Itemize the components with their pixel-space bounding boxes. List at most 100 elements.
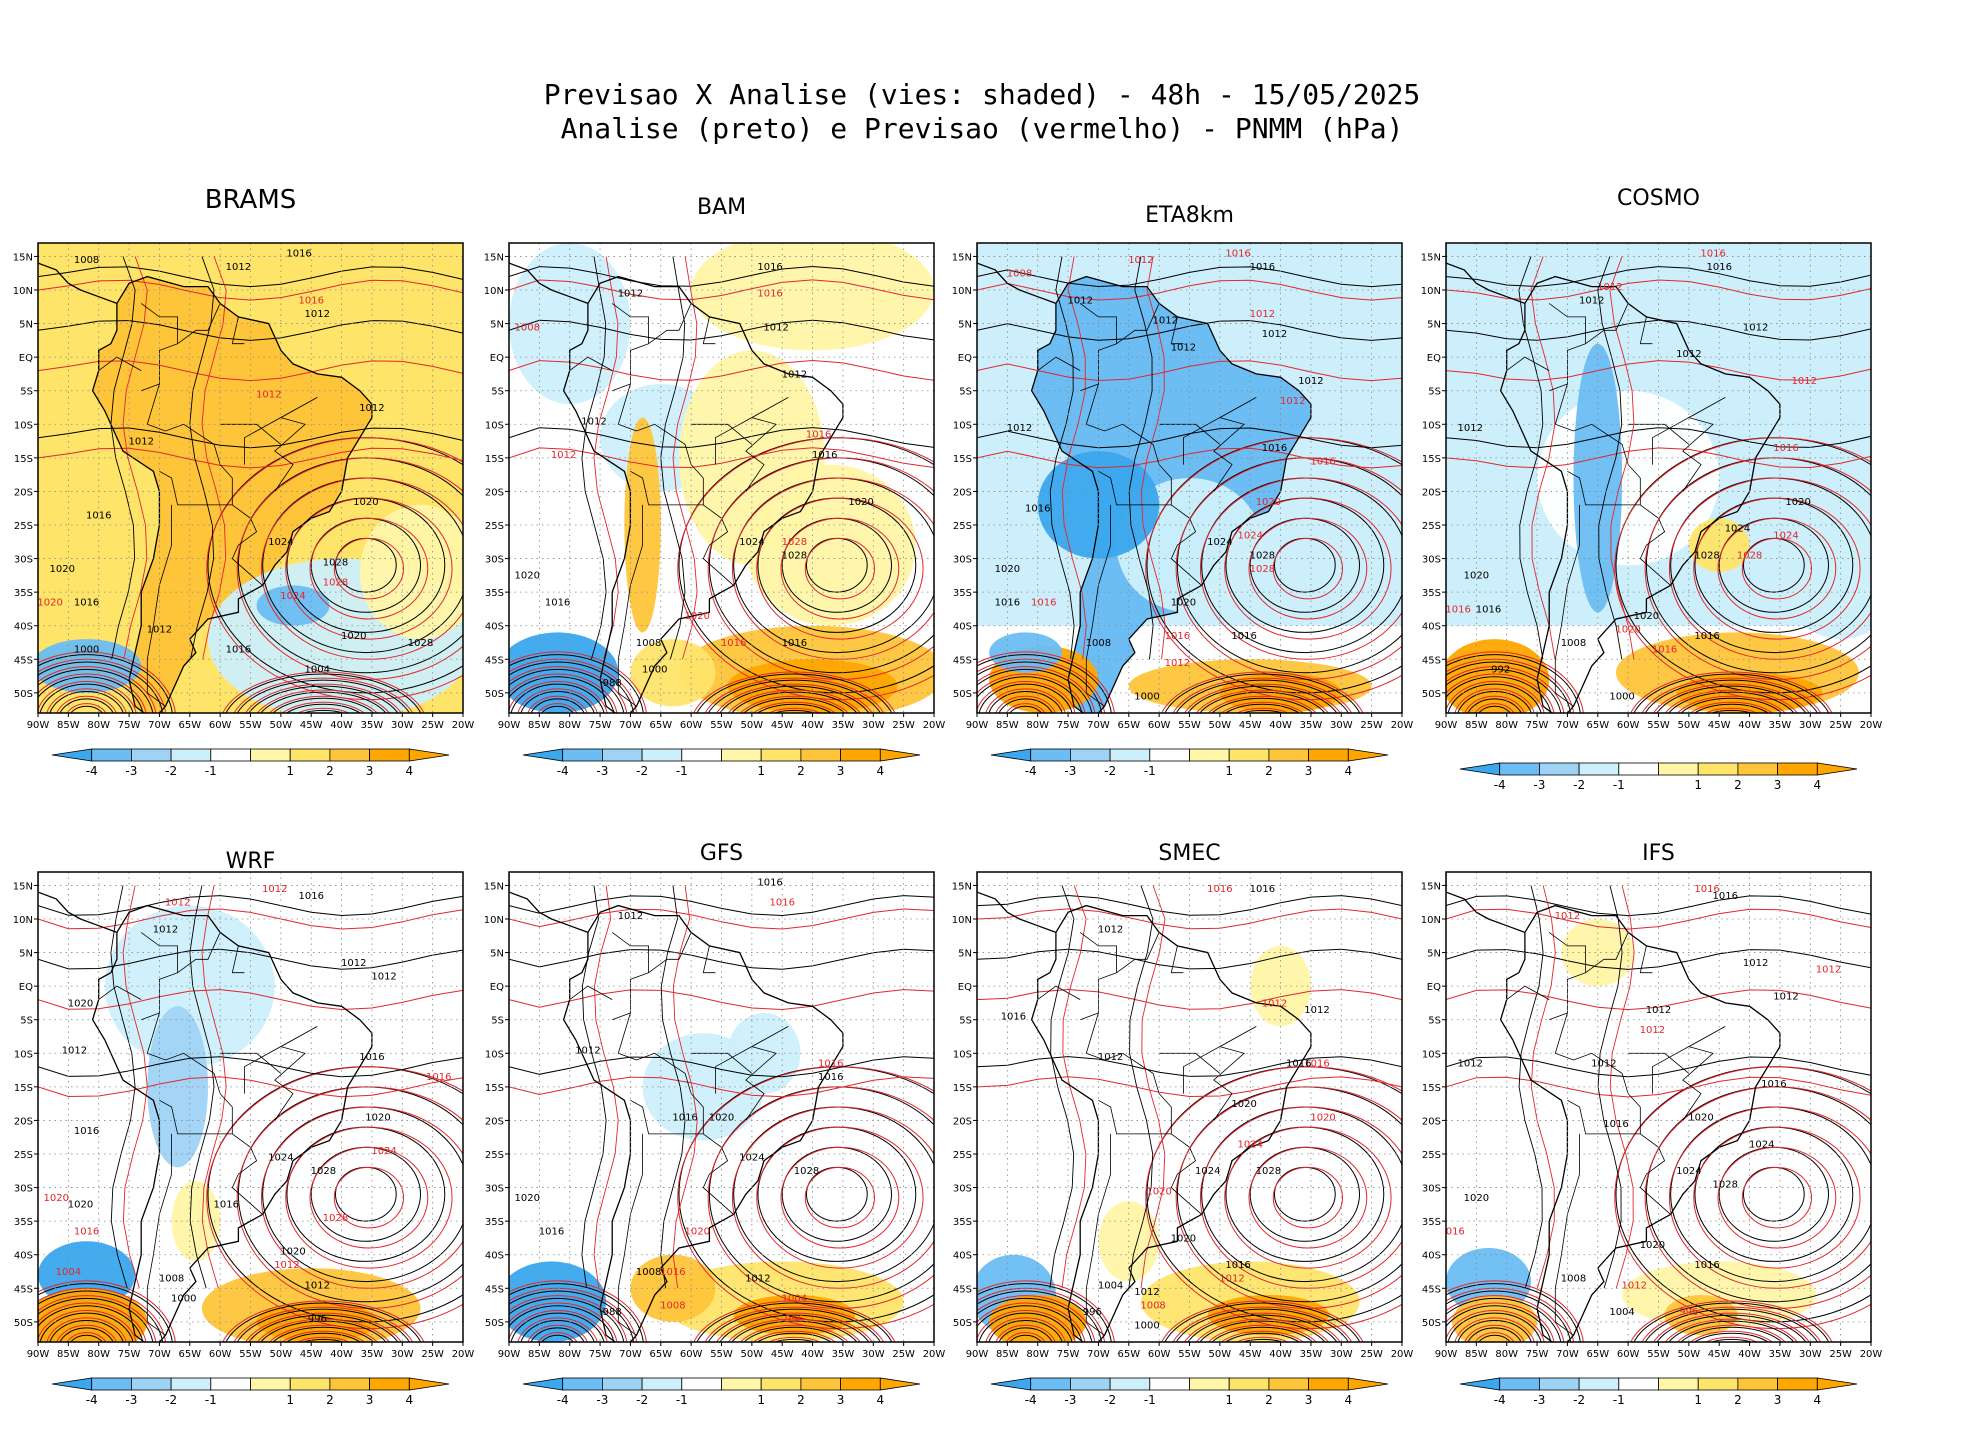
- contour-label: 1016: [1225, 1260, 1250, 1271]
- lon-tick-label: 55W: [1178, 1349, 1201, 1360]
- contour-label: 1016: [1025, 504, 1050, 515]
- colorbar-tick-label: -1: [1613, 1393, 1625, 1407]
- country-border: [1628, 423, 1690, 445]
- lon-tick-label: 75W: [589, 720, 612, 731]
- contour-label: 1016: [1773, 443, 1798, 454]
- lat-tick-label: 25S: [1422, 521, 1441, 532]
- contour-label: 1024: [1749, 1139, 1774, 1150]
- coastline: [91, 275, 373, 713]
- lon-tick-label: 75W: [1057, 720, 1080, 731]
- colorbar-tick-label: -4: [1494, 778, 1506, 792]
- country-border: [146, 1012, 233, 1108]
- lat-tick-label: 15N: [13, 252, 33, 263]
- contour-label: 1012: [1219, 1274, 1244, 1285]
- lon-tick-label: 50W: [1678, 1349, 1701, 1360]
- bias-region: [359, 504, 463, 640]
- contour-label: 1000: [642, 665, 667, 676]
- contour-label: 1016: [1761, 1079, 1786, 1090]
- lat-tick-label: 45S: [14, 655, 33, 666]
- colorbar-tick-label: 2: [1734, 778, 1742, 792]
- country-border: [1585, 932, 1629, 974]
- lon-tick-label: 20W: [1391, 1349, 1414, 1360]
- contour-label: 1012: [1458, 1059, 1483, 1070]
- contour-label: 1028: [323, 577, 348, 588]
- contour-label: 1024: [1207, 537, 1232, 548]
- lon-tick-label: 90W: [27, 1349, 50, 1360]
- colorbar-tick-label: 3: [1305, 1393, 1313, 1407]
- lon-tick-label: 55W: [1647, 1349, 1670, 1360]
- country-border: [1159, 1052, 1221, 1074]
- contour-label: 1012: [1262, 329, 1287, 340]
- contour-label: 1028: [782, 551, 807, 562]
- contour-label: 1008: [636, 1267, 661, 1278]
- country-border: [1183, 1026, 1257, 1121]
- colorbar-tick-label: 1: [286, 1393, 294, 1407]
- country-border: [1506, 356, 1550, 371]
- contour-label: 1016: [1700, 248, 1725, 259]
- contour-label: 1012: [1640, 1025, 1665, 1036]
- contour-label: 1020: [1464, 571, 1489, 582]
- contour-label: 1016: [1439, 1227, 1464, 1238]
- contour-label: 1012: [1597, 282, 1622, 293]
- lon-tick-label: 20W: [1391, 720, 1414, 731]
- bias-region: [630, 1254, 716, 1322]
- lon-tick-label: 50W: [1209, 720, 1232, 731]
- colorbar-tick-label: 3: [1774, 778, 1782, 792]
- contour-label: 1008: [1007, 269, 1032, 280]
- colorbar-tick-label: -4: [557, 764, 569, 778]
- contour-label: 1004: [782, 1294, 807, 1305]
- lat-tick-label: EQ: [19, 982, 33, 993]
- contour-label: 1012: [1304, 1005, 1329, 1016]
- contour-label: 1016: [721, 638, 746, 649]
- lat-tick-label: 45S: [485, 655, 504, 666]
- lat-tick-label: 10N: [1421, 915, 1441, 926]
- contour-label: 1012: [1134, 1287, 1159, 1298]
- lon-tick-label: 85W: [996, 1349, 1019, 1360]
- lon-tick-label: 45W: [1708, 720, 1731, 731]
- colorbar-tick-label: -3: [1533, 778, 1545, 792]
- lat-tick-label: 15S: [1422, 454, 1441, 465]
- lat-tick-label: 30S: [485, 555, 504, 566]
- lat-tick-label: 10N: [484, 915, 504, 926]
- lat-tick-label: 30S: [485, 1184, 504, 1195]
- contour-label: 1012: [1791, 376, 1816, 387]
- contour-label: 1016: [1476, 604, 1501, 615]
- lon-tick-label: 90W: [1435, 1349, 1458, 1360]
- contour-label: 1016: [539, 1227, 564, 1238]
- contour-label: 1016: [74, 1126, 99, 1137]
- lat-tick-label: 10N: [484, 286, 504, 297]
- contour-label: 1016: [1445, 604, 1470, 615]
- colorbar: -4 -3 -2 -1 1 2 3 4: [990, 748, 1389, 778]
- contour-label: 1016: [660, 1267, 685, 1278]
- graticule: [977, 243, 1402, 713]
- lon-tick-label: 90W: [27, 720, 50, 731]
- contour-label: 1016: [1225, 248, 1250, 259]
- lon-tick-label: 50W: [1678, 720, 1701, 731]
- bias-region: [1561, 919, 1635, 987]
- colorbar-tick-label: -4: [1025, 1393, 1037, 1407]
- contour-label: 1016: [226, 645, 251, 656]
- colorbar-tick-label: 3: [1774, 1393, 1782, 1407]
- colorbar-tick-label: -3: [125, 1393, 137, 1407]
- lat-tick-label: 5N: [490, 949, 504, 960]
- contour-label: 1012: [305, 1280, 330, 1291]
- colorbar-tick-label: -3: [596, 1393, 608, 1407]
- lon-tick-label: 35W: [1300, 720, 1323, 731]
- lat-tick-label: 10N: [952, 286, 972, 297]
- colorbar-tick-label: -1: [205, 1393, 217, 1407]
- panel-title: SMEC: [1158, 841, 1220, 866]
- contour-label: 1020: [365, 1112, 390, 1123]
- bias-region: [1446, 639, 1550, 713]
- contour-label: 1016: [757, 289, 782, 300]
- lon-tick-label: 85W: [57, 1349, 80, 1360]
- contour-label: 1020: [1171, 598, 1196, 609]
- lat-tick-label: 15N: [952, 252, 972, 263]
- panel-cosmo: COSMO10161016101210121012101210121012101…: [1421, 186, 1883, 792]
- contour-label: 1024: [1237, 530, 1262, 541]
- contour-label: 1012: [1579, 295, 1604, 306]
- colorbar: -4 -3 -2 -1 1 2 3 4: [1459, 1377, 1858, 1407]
- contour-label: 1016: [1231, 631, 1256, 642]
- lat-tick-label: 40S: [953, 622, 972, 633]
- lat-tick-label: 10S: [1422, 1049, 1441, 1060]
- panel-gfs: GFS1016101610121016101610121020101610241…: [484, 841, 946, 1407]
